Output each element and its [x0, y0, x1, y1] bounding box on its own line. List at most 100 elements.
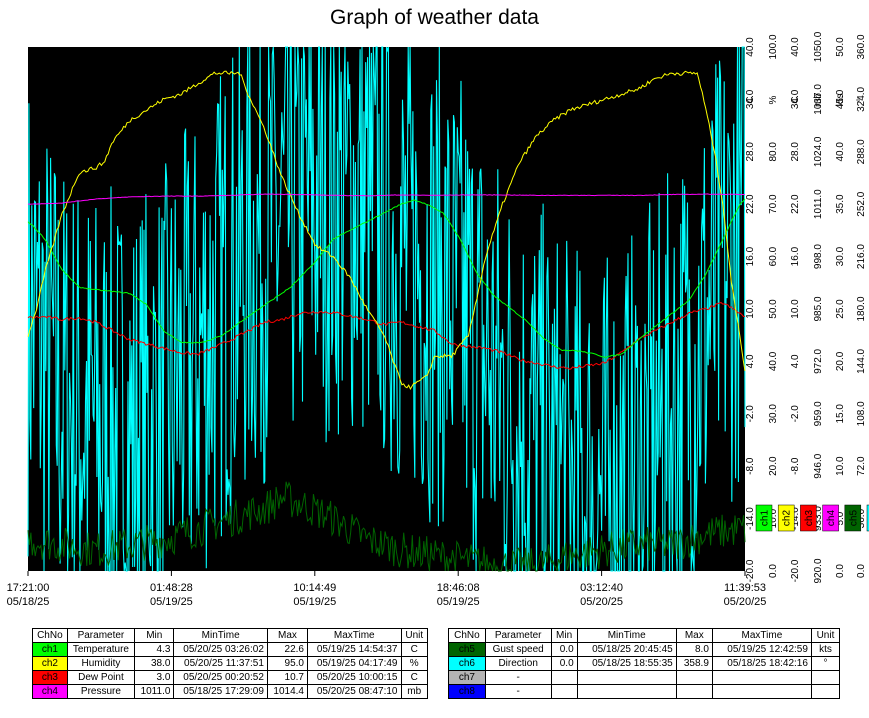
maxtime-cell: [711, 684, 812, 699]
scale-tick-label: 998.0: [813, 244, 824, 269]
unit-cell: mb: [400, 684, 428, 699]
scale-tick-label: 25.0: [835, 299, 846, 319]
maxtime-cell: 05/19/25 14:54:37: [307, 642, 402, 657]
legend-ch6-swatch: [866, 504, 869, 532]
scale-tick-label: 16.0: [745, 246, 756, 266]
scale-tick-label: -8.0: [790, 457, 801, 475]
scale-tick-label: 28.0: [790, 142, 801, 162]
scale-tick-label: 985.0: [813, 296, 824, 321]
unit-cell: %: [400, 656, 428, 671]
min-cell: 3.0: [134, 670, 175, 685]
min-cell: [550, 684, 578, 699]
series-pressure-line: [27, 193, 746, 205]
scale-tick-label: 10.0: [790, 299, 801, 319]
mintime-cell: [576, 670, 677, 685]
table-row: ch2 Humidity 38.0 05/20/25 11:37:51 95.0 05/1…: [32, 656, 428, 671]
table-row: ch4 Pressure 1011.0 05/18/25 17:29:09 1014.4…: [32, 684, 428, 699]
scale-tick-label: 180.0: [856, 296, 867, 321]
maxtime-cell: [711, 670, 812, 685]
maxtime-cell: 05/19/25 12:42:59: [711, 642, 812, 657]
scale-tick-label: 72.0: [856, 456, 867, 476]
scale-tick-label: 60.0: [768, 246, 779, 266]
legend-ch1-label: ch1: [760, 510, 771, 527]
scale-tick-label: 20.0: [768, 456, 779, 476]
column-header-maxtime: MaxTime: [307, 628, 402, 643]
x-tick-time: 18:46:08: [437, 582, 480, 594]
x-tick-date: 05/20/25: [724, 596, 767, 608]
scale-unit-label: %: [768, 95, 779, 104]
scale-tick-label: 108.0: [856, 401, 867, 426]
scale-tick-label: 28.0: [745, 142, 756, 162]
channel-cell: ch4: [32, 684, 68, 699]
scale-tick-label: 35.0: [835, 194, 846, 214]
scale-tick-label: 45.0: [835, 89, 846, 109]
series-direction-line: [27, 46, 746, 572]
x-tick-date: 05/19/25: [150, 596, 193, 608]
channel-cell: ch2: [32, 656, 68, 671]
scale-tick-label: 40.0: [835, 142, 846, 162]
max-cell: 10.7: [266, 670, 309, 685]
max-cell: 95.0: [266, 656, 309, 671]
column-header-max: Max: [266, 628, 309, 643]
table-row: ch3 Dew Point 3.0 05/20/25 00:20:52 10.7 05/2…: [32, 670, 428, 685]
x-tick-time: 17:21:00: [7, 582, 50, 594]
scale-tick-label: 50.0: [768, 299, 779, 319]
unit-cell: C: [400, 670, 428, 685]
scale-tick-label: 34.0: [745, 89, 756, 109]
scale-unit-label: C: [745, 96, 756, 103]
scale-tick-label: 144.0: [856, 348, 867, 373]
scale-tick-label: 324.0: [856, 86, 867, 111]
table-row: ch1 Temperature 4.3 05/20/25 03:26:02 22.6 05…: [32, 642, 428, 657]
scale-tick-label: 0.0: [768, 564, 779, 578]
scale-tick-label: 30.0: [768, 404, 779, 424]
x-tick-time: 10:14:49: [293, 582, 336, 594]
x-tick-date: 05/20/25: [580, 596, 623, 608]
scale-tick-label: -2.0: [745, 405, 756, 423]
scale-tick-label: 30.0: [835, 246, 846, 266]
scale-tick-label: 1011.0: [813, 189, 824, 219]
scale-tick-label: 22.0: [745, 194, 756, 214]
min-cell: [550, 670, 578, 685]
max-cell: 358.9: [675, 656, 713, 671]
scale-unit-label: mb: [813, 93, 824, 107]
x-tick-time: 03:12:40: [580, 582, 623, 594]
min-cell: 4.3: [134, 642, 175, 657]
scale-tick-label: 1050.0: [813, 31, 824, 62]
legend-ch2-swatch: [777, 504, 795, 532]
max-cell: 22.6: [266, 642, 309, 657]
mintime-cell: [576, 684, 677, 699]
unit-cell: [810, 670, 841, 685]
scale-tick-label: -20.0: [745, 559, 756, 582]
unit-cell: °: [810, 656, 841, 671]
legend-ch3-swatch: [800, 504, 817, 532]
chart-title: Graph of weather data: [330, 6, 539, 29]
x-tick-date: 05/18/25: [7, 596, 50, 608]
max-cell: [675, 684, 713, 699]
scale-tick-label: 972.0: [813, 348, 824, 373]
column-header-min: Min: [134, 628, 175, 643]
max-cell: 1014.4: [266, 684, 309, 699]
parameter-cell: -: [484, 684, 552, 699]
column-header-parameter: Parameter: [484, 628, 552, 643]
x-tick-time: 11:39:53: [724, 582, 766, 594]
scale-tick-label: 80.0: [768, 142, 779, 162]
weather-chart: 17:21:00 05/18/25 01:48:28 05/19/25 10:14:49…: [7, 31, 869, 608]
column-header-max: Max: [675, 628, 713, 643]
scale-tick-label: 360.0: [856, 34, 867, 59]
legend-ch5-label: ch5: [848, 510, 859, 527]
scale-tick-label: 100.0: [768, 34, 779, 59]
channel-cell: ch8: [448, 684, 486, 699]
scale-tick-label: 5.0: [835, 511, 846, 525]
column-header-unit: Unit: [810, 628, 841, 643]
series-temperature-line: [27, 198, 746, 358]
parameter-cell: Direction: [484, 656, 552, 671]
table-row: ch8-: [448, 684, 841, 699]
mintime-cell: 05/20/25 11:37:51: [173, 656, 268, 671]
scale-tick-label: -8.0: [745, 457, 756, 475]
scale-unit-label: C: [790, 96, 801, 103]
legend-ch2-label: ch2: [782, 510, 793, 527]
mintime-cell: 05/20/25 03:26:02: [173, 642, 268, 657]
maxtime-cell: 05/20/25 10:00:15: [307, 670, 402, 685]
stats-table-left: ChNo Parameter Min MinTime Max MaxTime Unit ch…: [32, 628, 428, 699]
channel-cell: ch5: [448, 642, 486, 657]
